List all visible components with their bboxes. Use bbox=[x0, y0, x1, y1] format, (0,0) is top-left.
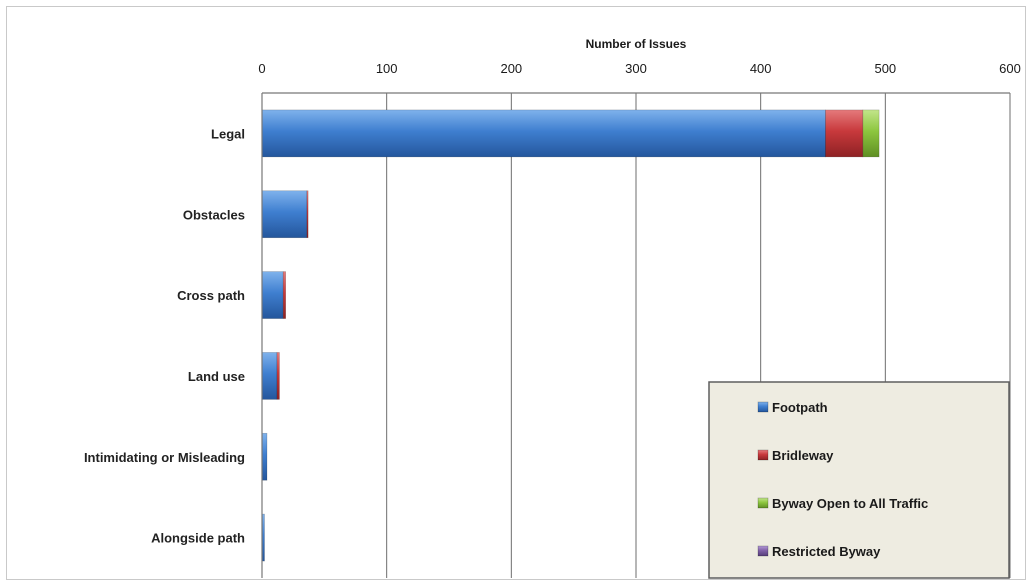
x-tick-label: 600 bbox=[999, 61, 1021, 76]
bar-segment bbox=[863, 110, 879, 157]
x-axis-ticks: 0 100 200 300 400 500 600 bbox=[258, 61, 1020, 76]
bar-segment bbox=[262, 352, 277, 399]
x-tick-label: 300 bbox=[625, 61, 647, 76]
legend-swatch bbox=[758, 498, 768, 508]
x-tick-label: 200 bbox=[500, 61, 522, 76]
bar-segment bbox=[825, 110, 862, 157]
category-label: Intimidating or Misleading bbox=[84, 450, 245, 465]
bar-segment bbox=[307, 191, 308, 238]
x-axis-title: Number of Issues bbox=[586, 37, 687, 51]
x-tick-label: 100 bbox=[376, 61, 398, 76]
category-label: Obstacles bbox=[183, 207, 245, 222]
bar-segment bbox=[262, 272, 283, 319]
bar-segment bbox=[262, 191, 307, 238]
bar-segment bbox=[262, 433, 267, 480]
legend: Footpath Bridleway Byway Open to All Traff… bbox=[709, 382, 1009, 578]
legend-label: Bridleway bbox=[772, 448, 834, 463]
legend-label: Footpath bbox=[772, 400, 828, 415]
x-tick-label: 400 bbox=[750, 61, 772, 76]
bar-segment bbox=[277, 352, 279, 399]
bar-segment bbox=[262, 110, 825, 157]
x-tick-label: 500 bbox=[874, 61, 896, 76]
category-label: Land use bbox=[188, 369, 245, 384]
category-label: Alongside path bbox=[151, 531, 245, 546]
category-label: Cross path bbox=[177, 288, 245, 303]
legend-swatch bbox=[758, 546, 768, 556]
bar-segment bbox=[283, 272, 285, 319]
x-tick-label: 0 bbox=[258, 61, 265, 76]
category-label: Legal bbox=[211, 126, 245, 141]
legend-label: Restricted Byway bbox=[772, 544, 881, 559]
category-labels: Legal Obstacles Cross path Land use Intimida… bbox=[84, 126, 245, 545]
legend-swatch bbox=[758, 402, 768, 412]
legend-swatch bbox=[758, 450, 768, 460]
legend-label: Byway Open to All Traffic bbox=[772, 496, 928, 511]
